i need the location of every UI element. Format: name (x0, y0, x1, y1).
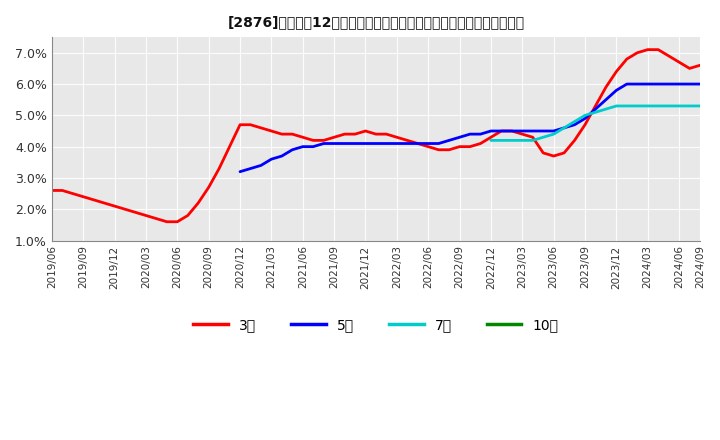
7年 (612, 103, 621, 109)
5年 (644, 81, 652, 87)
5年 (298, 144, 307, 149)
3年 (361, 128, 370, 134)
5年 (455, 135, 464, 140)
5年 (235, 169, 244, 174)
5年 (528, 128, 537, 134)
7年 (675, 103, 683, 109)
Legend: 3年, 5年, 7年, 10年: 3年, 5年, 7年, 10年 (188, 312, 564, 337)
5年 (581, 116, 590, 121)
5年 (549, 128, 558, 134)
5年 (623, 81, 631, 87)
5年 (508, 128, 516, 134)
7年 (487, 138, 495, 143)
5年 (424, 141, 433, 146)
5年 (633, 81, 642, 87)
3年 (48, 188, 56, 193)
5年 (403, 141, 412, 146)
5年 (591, 106, 600, 112)
7年 (591, 110, 600, 115)
5年 (320, 141, 328, 146)
7年 (570, 119, 579, 124)
5年 (612, 88, 621, 93)
5年 (351, 141, 359, 146)
3年 (382, 132, 391, 137)
3年 (508, 128, 516, 134)
5年 (559, 125, 568, 131)
5年 (602, 97, 611, 103)
5年 (392, 141, 401, 146)
3年 (696, 62, 704, 68)
5年 (382, 141, 391, 146)
7年 (644, 103, 652, 109)
5年 (256, 163, 265, 168)
7年 (528, 138, 537, 143)
5年 (685, 81, 694, 87)
3年 (685, 66, 694, 71)
5年 (413, 141, 422, 146)
3年 (235, 122, 244, 127)
5年 (675, 81, 683, 87)
7年 (685, 103, 694, 109)
7年 (508, 138, 516, 143)
5年 (466, 132, 474, 137)
7年 (518, 138, 526, 143)
3年 (163, 219, 171, 224)
3年 (644, 47, 652, 52)
7年 (696, 103, 704, 109)
5年 (654, 81, 662, 87)
5年 (361, 141, 370, 146)
Line: 5年: 5年 (240, 84, 700, 172)
7年 (549, 132, 558, 137)
Line: 7年: 7年 (491, 106, 700, 140)
5年 (372, 141, 380, 146)
5年 (434, 141, 443, 146)
Line: 3年: 3年 (52, 50, 700, 222)
7年 (623, 103, 631, 109)
5年 (539, 128, 547, 134)
7年 (497, 138, 505, 143)
5年 (267, 157, 276, 162)
7年 (539, 135, 547, 140)
7年 (665, 103, 673, 109)
5年 (330, 141, 338, 146)
7年 (581, 113, 590, 118)
5年 (487, 128, 495, 134)
7年 (559, 125, 568, 131)
3年 (256, 125, 265, 131)
Title: [2876]　売上高12か月移動合計の対前年同期増減率の標準偏差の推移: [2876] 売上高12か月移動合計の対前年同期増減率の標準偏差の推移 (228, 15, 524, 29)
5年 (476, 132, 485, 137)
5年 (445, 138, 454, 143)
7年 (633, 103, 642, 109)
7年 (654, 103, 662, 109)
5年 (497, 128, 505, 134)
5年 (665, 81, 673, 87)
5年 (341, 141, 349, 146)
5年 (288, 147, 297, 152)
5年 (309, 144, 318, 149)
5年 (277, 154, 286, 159)
5年 (518, 128, 526, 134)
5年 (570, 122, 579, 127)
5年 (246, 166, 255, 171)
7年 (602, 106, 611, 112)
5年 (696, 81, 704, 87)
